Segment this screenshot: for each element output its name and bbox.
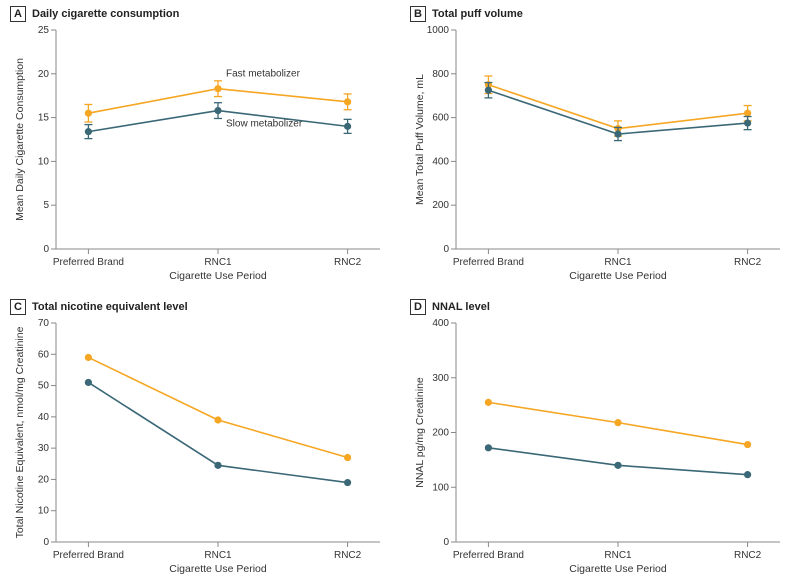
panel-A-chart: 0 5 10 15 20 25 Preferred Brand RNC1 RNC2 Cigaret…: [10, 24, 390, 287]
svg-text:Total Nicotine Equivalent, nmo: Total Nicotine Equivalent, nmol/mg Creat…: [14, 326, 26, 538]
svg-text:0: 0: [443, 244, 449, 255]
svg-text:50: 50: [38, 381, 50, 392]
svg-text:NNAL pg/mg Creatinine: NNAL pg/mg Creatinine: [414, 377, 426, 488]
panel-D-header: D NNAL level: [410, 299, 790, 315]
svg-text:70: 70: [38, 318, 50, 329]
svg-text:Preferred Brand: Preferred Brand: [53, 257, 124, 268]
panel-B: B Total puff volume 0 200 400 600 800 1000 Pre…: [400, 0, 800, 293]
svg-text:Cigarette Use Period: Cigarette Use Period: [169, 563, 267, 575]
panel-D-title: NNAL level: [432, 301, 490, 313]
svg-text:RNC1: RNC1: [204, 257, 232, 268]
svg-text:15: 15: [38, 113, 50, 124]
svg-text:Preferred Brand: Preferred Brand: [453, 550, 524, 561]
svg-text:600: 600: [432, 113, 449, 124]
svg-text:10: 10: [38, 156, 50, 167]
svg-text:RNC2: RNC2: [334, 550, 362, 561]
panel-D-chart: 0 100 200 300 400 Preferred Brand RNC1 RNC2 Ciga…: [410, 317, 790, 580]
panel-C-badge: C: [10, 299, 26, 315]
panel-C: C Total nicotine equivalent level 0 10 20 3…: [0, 293, 400, 586]
svg-text:Slow metabolizer: Slow metabolizer: [226, 119, 303, 130]
svg-text:Cigarette Use Period: Cigarette Use Period: [569, 270, 667, 282]
svg-text:Preferred Brand: Preferred Brand: [453, 257, 524, 268]
panel-A-header: A Daily cigarette consumption: [10, 6, 390, 22]
panel-A: A Daily cigarette consumption 0 5 10 15 20 25…: [0, 0, 400, 293]
svg-text:25: 25: [38, 25, 50, 36]
svg-text:0: 0: [43, 537, 49, 548]
panel-B-title: Total puff volume: [432, 8, 523, 20]
svg-text:200: 200: [432, 428, 449, 439]
panel-D: D NNAL level 0 100 200 300 400 Preferred Bran…: [400, 293, 800, 586]
svg-text:0: 0: [443, 537, 449, 548]
svg-text:800: 800: [432, 69, 449, 80]
svg-text:20: 20: [38, 474, 50, 485]
panel-B-badge: B: [410, 6, 426, 22]
svg-text:5: 5: [43, 200, 49, 211]
svg-text:RNC1: RNC1: [604, 550, 632, 561]
svg-text:10: 10: [38, 506, 50, 517]
svg-text:RNC1: RNC1: [204, 550, 232, 561]
panel-D-badge: D: [410, 299, 426, 315]
panel-A-badge: A: [10, 6, 26, 22]
svg-text:0: 0: [43, 244, 49, 255]
svg-text:100: 100: [432, 482, 449, 493]
svg-text:Mean Daily Cigarette Consumpti: Mean Daily Cigarette Consumption: [14, 58, 26, 221]
svg-text:300: 300: [432, 373, 449, 384]
svg-text:Fast metabolizer: Fast metabolizer: [226, 69, 301, 80]
svg-text:Preferred Brand: Preferred Brand: [53, 550, 124, 561]
svg-text:RNC1: RNC1: [604, 257, 632, 268]
svg-text:30: 30: [38, 443, 50, 454]
panel-C-header: C Total nicotine equivalent level: [10, 299, 390, 315]
svg-text:RNC2: RNC2: [734, 550, 762, 561]
svg-text:40: 40: [38, 412, 50, 423]
panel-B-chart: 0 200 400 600 800 1000 Preferred Brand RNC1 RNC2…: [410, 24, 790, 287]
svg-text:60: 60: [38, 349, 50, 360]
svg-text:20: 20: [38, 69, 50, 80]
svg-text:RNC2: RNC2: [734, 257, 762, 268]
svg-text:Mean Total Puff Volume, mL: Mean Total Puff Volume, mL: [414, 74, 426, 205]
panel-grid: A Daily cigarette consumption 0 5 10 15 20 25…: [0, 0, 800, 586]
svg-text:Cigarette Use Period: Cigarette Use Period: [169, 270, 267, 282]
panel-B-header: B Total puff volume: [410, 6, 790, 22]
svg-text:400: 400: [432, 156, 449, 167]
panel-C-title: Total nicotine equivalent level: [32, 301, 188, 313]
svg-text:400: 400: [432, 318, 449, 329]
svg-text:1000: 1000: [427, 25, 450, 36]
panel-C-chart: 0 10 20 30 40 50 60 70 Preferred Brand RNC1 RNC2 Ci…: [10, 317, 390, 580]
svg-text:200: 200: [432, 200, 449, 211]
svg-text:Cigarette Use Period: Cigarette Use Period: [569, 563, 667, 575]
svg-text:RNC2: RNC2: [334, 257, 362, 268]
panel-A-title: Daily cigarette consumption: [32, 8, 179, 20]
